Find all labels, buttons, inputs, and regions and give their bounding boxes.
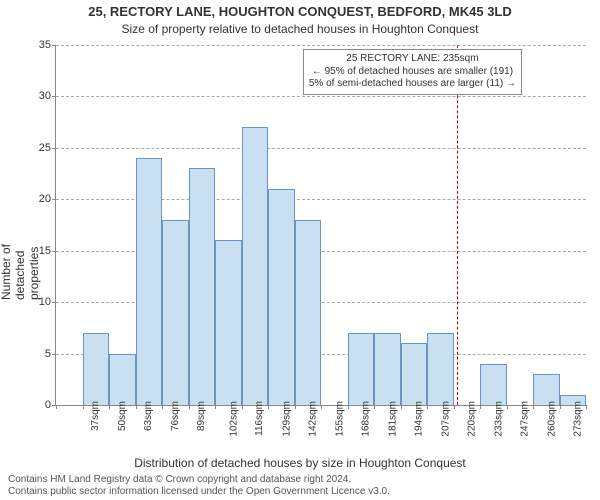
- x-tick-mark: [189, 405, 190, 409]
- x-tick-label: 233sqm: [493, 401, 504, 437]
- x-tick-label: 76sqm: [170, 401, 181, 431]
- x-tick-mark: [454, 405, 455, 409]
- x-tick-mark: [83, 405, 84, 409]
- histogram-bar: [427, 333, 454, 405]
- reference-line: [457, 45, 458, 405]
- x-tick-label: 260sqm: [546, 401, 557, 437]
- x-axis-label: Distribution of detached houses by size …: [0, 456, 600, 470]
- annotation-line: 25 RECTORY LANE: 235sqm: [309, 53, 516, 66]
- histogram-bar: [348, 333, 375, 405]
- y-tick-mark: [52, 148, 56, 149]
- x-tick-mark: [268, 405, 269, 409]
- x-tick-mark: [348, 405, 349, 409]
- histogram-bar: [268, 189, 295, 405]
- histogram-bar: [215, 240, 242, 405]
- x-tick-mark: [560, 405, 561, 409]
- x-tick-label: 247sqm: [520, 401, 531, 437]
- y-tick-label: 25: [26, 142, 51, 154]
- gridline: [56, 45, 586, 46]
- histogram-bar: [242, 127, 269, 405]
- x-tick-mark: [295, 405, 296, 409]
- x-tick-label: 155sqm: [334, 401, 345, 437]
- property-size-chart: 25, RECTORY LANE, HOUGHTON CONQUEST, BED…: [0, 0, 600, 500]
- histogram-bar: [480, 364, 507, 405]
- x-tick-mark: [401, 405, 402, 409]
- y-tick-label: 10: [26, 296, 51, 308]
- y-tick-label: 20: [26, 193, 51, 205]
- x-tick-label: 194sqm: [414, 401, 425, 437]
- y-tick-mark: [52, 251, 56, 252]
- x-tick-label: 116sqm: [254, 401, 265, 436]
- histogram-bar: [295, 220, 322, 405]
- x-tick-label: 129sqm: [281, 401, 292, 437]
- histogram-bar: [189, 168, 216, 405]
- y-tick-mark: [52, 199, 56, 200]
- y-tick-label: 0: [26, 399, 51, 411]
- histogram-bar: [83, 333, 110, 405]
- histogram-bar: [136, 158, 163, 405]
- histogram-bar: [162, 220, 189, 405]
- x-tick-label: 181sqm: [387, 401, 398, 437]
- gridline: [56, 148, 586, 149]
- annotation-line: ← 95% of detached houses are smaller (19…: [309, 66, 516, 79]
- x-tick-label: 220sqm: [467, 401, 478, 437]
- y-tick-label: 30: [26, 90, 51, 102]
- x-tick-label: 102sqm: [228, 401, 239, 437]
- x-tick-mark: [215, 405, 216, 409]
- x-tick-label: 168sqm: [361, 401, 372, 437]
- chart-subtitle: Size of property relative to detached ho…: [0, 22, 600, 36]
- x-tick-label: 142sqm: [308, 401, 319, 437]
- y-tick-mark: [52, 302, 56, 303]
- x-tick-label: 37sqm: [90, 401, 101, 431]
- y-tick-label: 15: [26, 245, 51, 257]
- histogram-bar: [401, 343, 428, 405]
- x-tick-mark: [242, 405, 243, 409]
- y-tick-mark: [52, 96, 56, 97]
- y-tick-mark: [52, 45, 56, 46]
- x-tick-mark: [427, 405, 428, 409]
- x-tick-mark: [533, 405, 534, 409]
- x-tick-mark: [586, 405, 587, 409]
- annotation-box: 25 RECTORY LANE: 235sqm ← 95% of detache…: [303, 49, 522, 95]
- x-tick-mark: [109, 405, 110, 409]
- x-tick-label: 50sqm: [117, 401, 128, 431]
- plot-area: 0510152025303537sqm50sqm63sqm76sqm89sqm1…: [55, 45, 586, 406]
- x-tick-mark: [480, 405, 481, 409]
- y-tick-label: 35: [26, 39, 51, 51]
- y-tick-mark: [52, 354, 56, 355]
- footnote: Contains HM Land Registry data © Crown c…: [8, 474, 390, 498]
- annotation-line: 5% of semi-detached houses are larger (1…: [309, 78, 516, 91]
- x-tick-mark: [374, 405, 375, 409]
- x-tick-label: 89sqm: [196, 401, 207, 431]
- gridline: [56, 96, 586, 97]
- x-tick-label: 63sqm: [143, 401, 154, 431]
- y-tick-label: 5: [26, 348, 51, 360]
- x-tick-mark: [136, 405, 137, 409]
- histogram-bar: [374, 333, 401, 405]
- x-tick-label: 273sqm: [573, 401, 584, 437]
- histogram-bar: [109, 354, 136, 405]
- chart-title: 25, RECTORY LANE, HOUGHTON CONQUEST, BED…: [0, 4, 600, 19]
- x-tick-mark: [56, 405, 57, 409]
- x-tick-mark: [507, 405, 508, 409]
- x-tick-mark: [321, 405, 322, 409]
- x-tick-label: 207sqm: [440, 401, 451, 437]
- x-tick-mark: [162, 405, 163, 409]
